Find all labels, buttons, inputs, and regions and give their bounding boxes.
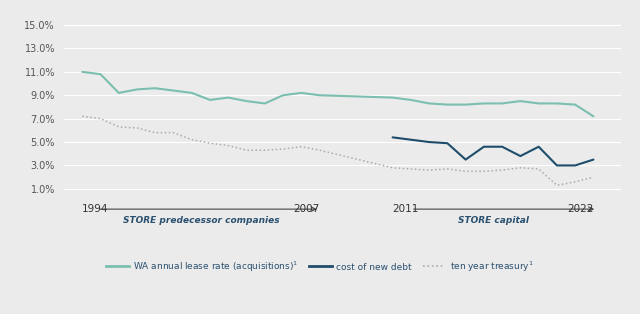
- Text: 2011: 2011: [392, 204, 419, 214]
- Legend: WA annual lease rate (acquisitions)$^1$, cost of new debt, ten year treasury$^1$: WA annual lease rate (acquisitions)$^1$,…: [102, 256, 538, 277]
- Text: STORE predecessor companies: STORE predecessor companies: [123, 216, 279, 225]
- Text: 1994: 1994: [83, 204, 109, 214]
- Text: STORE capital: STORE capital: [458, 216, 529, 225]
- Text: 2007: 2007: [293, 204, 319, 214]
- Text: 2022: 2022: [567, 204, 593, 214]
